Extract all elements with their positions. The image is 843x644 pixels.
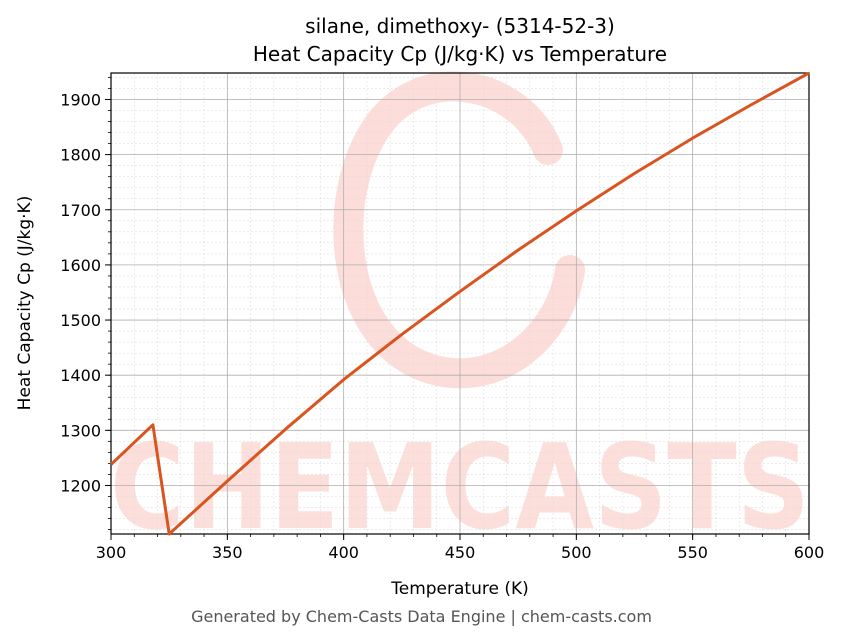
x-tick-label: 550 [677,543,708,562]
chart-title-line2: Heat Capacity Cp (J/kg·K) vs Temperature [253,42,667,66]
x-axis-label: Temperature (K) [390,579,529,599]
y-tick-label: 1700 [60,201,101,220]
y-tick-label: 1900 [60,90,101,109]
watermark-swirl-icon [333,71,585,389]
y-tick-label: 1800 [60,146,101,165]
chart-title-line1: silane, dimethoxy- (5314-52-3) [305,14,615,38]
y-tick-label: 1200 [60,476,101,495]
x-tick-label: 400 [328,543,359,562]
x-tick-label: 350 [212,543,243,562]
series-line-cp [109,71,810,536]
footer-credit: Generated by Chem-Casts Data Engine | ch… [191,607,652,626]
tick-labels: 300 350 400 450 500 550 600 1200 1300 1400 1500 160… [60,90,824,562]
x-tick-label: 300 [96,543,127,562]
x-tick-label: 600 [794,543,825,562]
axis-ticks [105,77,810,540]
y-tick-label: 1500 [60,311,101,330]
y-tick-label: 1300 [60,421,101,440]
y-axis-label: Heat Capacity Cp (J/kg·K) [15,196,35,411]
x-tick-label: 450 [445,543,476,562]
grid-major [110,73,810,534]
x-tick-label: 500 [561,543,592,562]
y-tick-label: 1600 [60,256,101,275]
y-tick-label: 1400 [60,366,101,385]
